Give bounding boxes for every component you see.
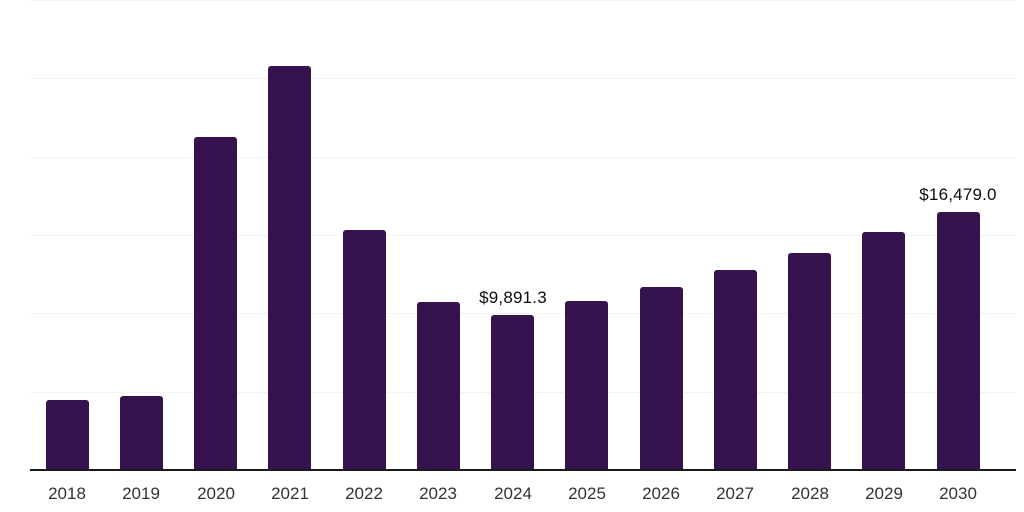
bar-2022 bbox=[343, 230, 386, 470]
bar-2018 bbox=[46, 400, 89, 470]
x-tick-label-2024: 2024 bbox=[494, 484, 532, 503]
bar-2024 bbox=[491, 315, 534, 470]
x-tick-label-2028: 2028 bbox=[791, 484, 829, 503]
x-tick-label-2027: 2027 bbox=[716, 484, 754, 503]
data-label-2024: $9,891.3 bbox=[479, 288, 547, 307]
x-tick-label-2021: 2021 bbox=[271, 484, 309, 503]
x-tick-label-2019: 2019 bbox=[122, 484, 160, 503]
bar-2019 bbox=[120, 396, 163, 470]
x-axis-line bbox=[30, 469, 1016, 471]
x-tick-label-2018: 2018 bbox=[48, 484, 86, 503]
bar-2023 bbox=[417, 302, 460, 470]
gridline bbox=[30, 235, 1016, 236]
gridline bbox=[30, 78, 1016, 79]
x-tick-label-2029: 2029 bbox=[865, 484, 903, 503]
bar-2026 bbox=[640, 287, 683, 470]
bar-2028 bbox=[788, 253, 831, 470]
x-tick-label-2022: 2022 bbox=[345, 484, 383, 503]
x-tick-label-2025: 2025 bbox=[568, 484, 606, 503]
gridline bbox=[30, 0, 1016, 1]
x-tick-label-2023: 2023 bbox=[419, 484, 457, 503]
x-tick-label-2030: 2030 bbox=[939, 484, 977, 503]
x-tick-label-2026: 2026 bbox=[642, 484, 680, 503]
gridline bbox=[30, 313, 1016, 314]
bar-2027 bbox=[714, 270, 757, 470]
bar-2029 bbox=[862, 232, 905, 470]
bar-2025 bbox=[565, 301, 608, 470]
x-tick-label-2020: 2020 bbox=[197, 484, 235, 503]
bar-2021 bbox=[268, 66, 311, 470]
data-label-2030: $16,479.0 bbox=[919, 185, 997, 204]
bar-2030 bbox=[937, 212, 980, 470]
gridline bbox=[30, 157, 1016, 158]
bar-2020 bbox=[194, 137, 237, 470]
